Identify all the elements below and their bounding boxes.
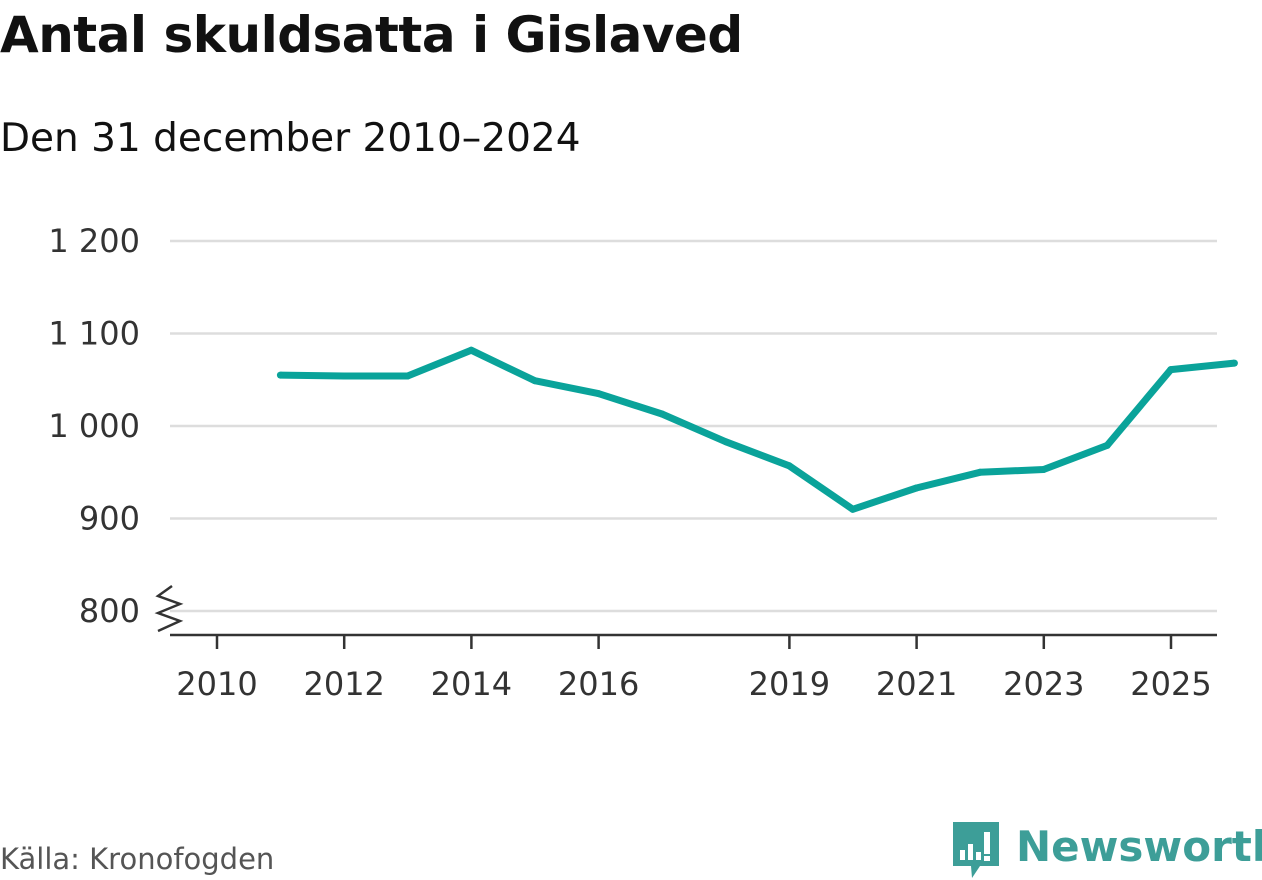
data-point (1040, 466, 1048, 473)
series-layer (276, 346, 1238, 513)
y-tick-label: 1 200 (48, 222, 140, 260)
data-point (785, 462, 793, 470)
y-tick-label: 900 (79, 500, 140, 538)
chart-title: Antal skuldsatta i Gislaved (0, 6, 743, 64)
data-point (531, 377, 539, 385)
x-tick-label: 2021 (876, 665, 957, 703)
data-point (658, 410, 666, 418)
data-point (276, 371, 284, 379)
source-note: Källa: Kronofogden (0, 842, 275, 876)
data-point (1103, 441, 1111, 449)
data-point (976, 468, 984, 476)
x-axis: 2010 2012 2014 2016 2019 2021 2023 2025 (170, 633, 1217, 703)
data-point (340, 372, 348, 380)
x-tick-label: 2019 (749, 665, 830, 703)
y-axis-ticks: 800 900 1 000 1 100 1 200 (48, 222, 184, 633)
x-tick-label: 2025 (1130, 665, 1211, 703)
data-point (594, 390, 602, 398)
data-point (1230, 359, 1238, 367)
data-point (1167, 366, 1175, 374)
data-point (912, 484, 920, 492)
y-tick-label: 1 000 (48, 407, 140, 445)
y-tick-label: 800 (79, 592, 140, 630)
y-tick-label: 1 100 (48, 315, 140, 353)
bar-chart-speech-bubble-icon (953, 822, 999, 878)
x-tick-label: 2023 (1003, 665, 1084, 703)
series-line (280, 346, 1235, 513)
axis-break-mark (154, 584, 184, 633)
x-tick-label: 2012 (303, 665, 384, 703)
x-tick-label: 2016 (558, 665, 639, 703)
data-point (722, 438, 730, 446)
x-tick-label: 2010 (176, 665, 257, 703)
brand-name: Newsworthy (1016, 822, 1262, 871)
data-point (404, 372, 412, 380)
x-tick-label: 2014 (431, 665, 512, 703)
chart-subtitle: Den 31 december 2010–2024 (0, 116, 581, 161)
data-point (849, 505, 857, 513)
data-point (467, 346, 475, 354)
